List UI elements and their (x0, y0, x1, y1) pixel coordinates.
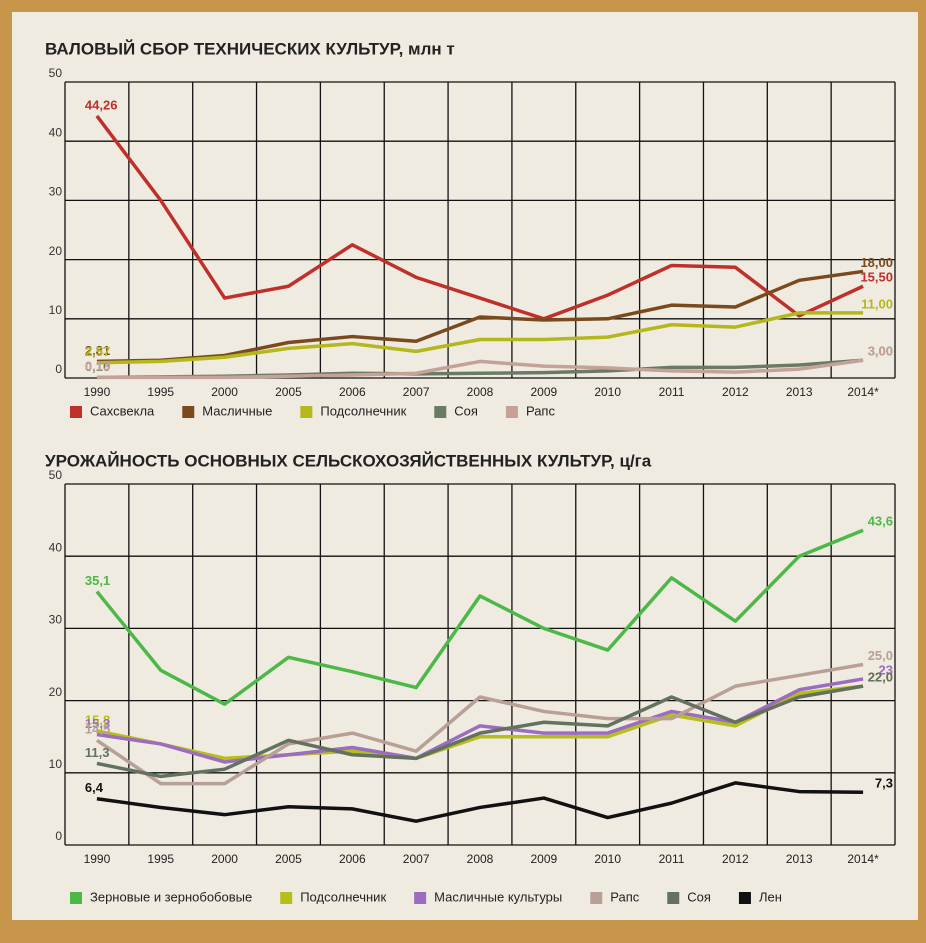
value-label: 11,00 (861, 296, 893, 311)
legend-label: Сахсвекла (90, 403, 155, 418)
x-tick-label: 1995 (147, 852, 174, 866)
legend-label: Масличные (202, 403, 272, 418)
value-label: 44,26 (85, 97, 118, 112)
value-label: 3,00 (868, 344, 893, 359)
x-tick-label: 2011 (659, 385, 685, 399)
value-label: 15,3 (85, 716, 110, 731)
value-label: 0,10 (85, 359, 110, 374)
x-tick-label: 2000 (211, 385, 238, 399)
legend-swatch (434, 406, 447, 418)
x-tick-label: 1995 (147, 385, 174, 399)
value-label: 18,00 (860, 255, 893, 270)
x-tick-label: 2006 (339, 852, 366, 866)
series-line (96, 311, 864, 365)
legend-swatch (182, 406, 195, 418)
legend-swatch (414, 892, 427, 904)
x-tick-label: 2013 (786, 385, 813, 399)
value-label: 23 (879, 662, 893, 677)
value-label: 25,0 (868, 648, 893, 663)
y-tick-label: 0 (55, 362, 62, 376)
value-label: 22,0 (868, 670, 893, 685)
legend-swatch (590, 892, 603, 904)
x-tick-label: 1990 (84, 385, 111, 399)
series-line (95, 528, 864, 706)
legend-label: Подсолнечник (300, 889, 386, 904)
x-tick-label: 2010 (594, 385, 621, 399)
value-label: 6,4 (85, 780, 104, 795)
legend-swatch (300, 406, 313, 418)
x-tick-label: 2008 (467, 852, 494, 866)
y-tick-label: 10 (49, 757, 63, 771)
series-line (95, 662, 864, 786)
value-label: 11,3 (85, 745, 110, 760)
x-tick-label: 2007 (403, 385, 430, 399)
value-label: 43,6 (868, 514, 893, 529)
value-label: 15,50 (860, 270, 893, 285)
x-tick-label: 2008 (467, 385, 494, 399)
y-tick-label: 40 (49, 540, 63, 554)
legend-label: Масличные культуры (434, 889, 562, 904)
legend-label: Лен (759, 889, 782, 904)
legend-label: Зерновые и зернобобовые (90, 889, 252, 904)
value-label: 35,1 (85, 573, 110, 588)
x-tick-label: 2014* (847, 385, 879, 399)
legend-swatch (70, 406, 82, 418)
x-tick-label: 2009 (530, 852, 557, 866)
x-tick-label: 2006 (339, 385, 366, 399)
legend-swatch (667, 892, 680, 904)
value-label: 2,81 (85, 343, 110, 358)
y-tick-label: 50 (49, 468, 63, 482)
value-label: 3,00 (868, 344, 893, 359)
y-tick-label: 0 (55, 829, 62, 843)
x-tick-label: 1990 (84, 852, 111, 866)
x-tick-label: 2014* (847, 852, 879, 866)
value-label: 14,5 (85, 722, 110, 737)
y-tick-label: 30 (49, 613, 63, 627)
x-tick-label: 2005 (275, 385, 302, 399)
value-label: 7,3 (875, 776, 893, 791)
x-tick-label: 2010 (594, 852, 621, 866)
series-line (96, 684, 864, 779)
series-line (96, 684, 864, 761)
y-tick-label: 30 (49, 185, 63, 199)
legend-label: Подсолнечник (320, 403, 406, 418)
legend-label: Рапс (610, 889, 640, 904)
y-tick-label: 40 (49, 125, 63, 139)
series-line (96, 781, 864, 823)
series-line (95, 114, 864, 321)
legend-label: Соя (687, 889, 711, 904)
legend-swatch (70, 892, 82, 904)
x-tick-label: 2000 (211, 852, 238, 866)
x-tick-label: 2012 (722, 385, 749, 399)
legend-label: Рапс (526, 403, 556, 418)
x-tick-label: 2013 (786, 852, 813, 866)
value-label: 22,0 (868, 670, 893, 685)
value-label: 2,57 (85, 344, 110, 359)
legend-swatch (280, 892, 293, 904)
x-tick-label: 2011 (659, 852, 685, 866)
legend-swatch (738, 892, 751, 904)
value-label: 15,8 (85, 712, 110, 727)
chart-title: ВАЛОВЫЙ СБОР ТЕХНИЧЕСКИХ КУЛЬТУР, млн т (45, 39, 455, 58)
y-tick-label: 20 (49, 685, 63, 699)
x-tick-label: 2007 (403, 852, 430, 866)
value-label: 0,13 (85, 359, 110, 374)
x-tick-label: 2005 (275, 852, 302, 866)
legend-label: Соя (454, 403, 478, 418)
y-tick-label: 50 (49, 66, 63, 80)
chart-title: УРОЖАЙНОСТЬ ОСНОВНЫХ СЕЛЬСКОХОЗЯЙСТВЕННЫ… (45, 451, 652, 470)
x-tick-label: 2009 (530, 385, 557, 399)
series-line (96, 358, 864, 380)
legend-swatch (505, 406, 518, 418)
series-line (96, 269, 864, 364)
y-tick-label: 20 (49, 244, 63, 258)
y-tick-label: 10 (49, 303, 63, 317)
x-tick-label: 2012 (722, 852, 749, 866)
